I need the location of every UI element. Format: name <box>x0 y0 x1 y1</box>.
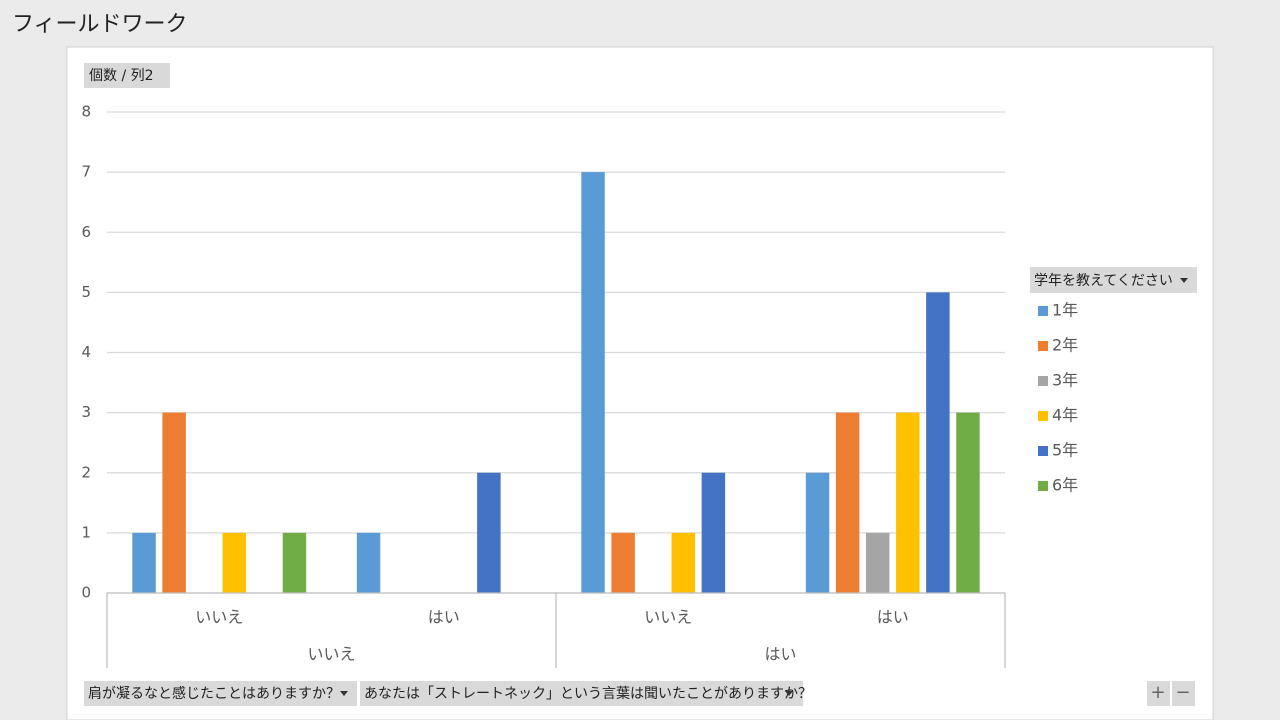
bar <box>926 292 950 593</box>
collapse-button[interactable] <box>1172 681 1195 706</box>
legend-label: 6年 <box>1052 476 1078 495</box>
dropdown-arrow <box>785 691 793 696</box>
value-field-label: 個数 / 列2 <box>89 68 154 84</box>
x-tick-label: はい <box>877 608 909 627</box>
legend-label: 3年 <box>1052 371 1078 390</box>
bar <box>671 532 696 593</box>
bar <box>222 532 247 593</box>
expand-label: + <box>1150 682 1165 703</box>
bar <box>477 472 501 593</box>
y-tick-label: 2 <box>81 463 91 481</box>
x-tick-label: はい <box>428 608 460 627</box>
outer-category-label: はい <box>764 645 796 664</box>
legend-label: 5年 <box>1052 441 1078 460</box>
legend-swatch <box>1038 411 1048 421</box>
value-field-button[interactable] <box>84 63 170 88</box>
legend-label: 1年 <box>1052 301 1078 320</box>
chart-panel <box>66 46 1214 720</box>
bar <box>356 532 381 593</box>
y-tick-label: 1 <box>81 523 91 541</box>
bar <box>865 532 890 593</box>
legend-swatch <box>1038 376 1048 386</box>
bar <box>162 412 186 593</box>
legend-label: 2年 <box>1052 336 1078 355</box>
x-tick-label: いいえ <box>195 608 243 627</box>
y-tick-label: 6 <box>81 223 91 241</box>
axis-field-label: 肩が凝るなと感じたことはありますか？ <box>88 685 340 702</box>
expand-button[interactable] <box>1147 681 1170 706</box>
y-tick-label: 7 <box>81 163 91 181</box>
page-title: フィールドワーク <box>12 12 188 37</box>
y-tick-label: 8 <box>81 103 91 121</box>
y-tick-label: 0 <box>81 584 91 602</box>
legend-swatch <box>1038 481 1048 491</box>
collapse-label: − <box>1175 682 1190 703</box>
bar <box>956 412 980 593</box>
bar <box>896 412 920 593</box>
bar <box>611 532 635 593</box>
y-tick-label: 3 <box>81 403 91 421</box>
bar <box>282 532 307 593</box>
legend-swatch <box>1038 306 1048 316</box>
axis-field-button[interactable] <box>84 681 357 706</box>
legend-swatch <box>1038 341 1048 351</box>
legend-label: 4年 <box>1052 406 1078 425</box>
outer-category-label: いいえ <box>307 645 355 664</box>
legend-field-label: 学年を教えてください <box>1034 273 1173 289</box>
bar <box>835 412 860 593</box>
y-tick-label: 5 <box>81 283 91 301</box>
dropdown-arrow <box>1180 278 1188 283</box>
legend-swatch <box>1038 446 1048 456</box>
axis-field-button[interactable] <box>360 681 803 706</box>
legend-field-button[interactable] <box>1030 267 1197 293</box>
x-tick-label: いいえ <box>644 608 692 627</box>
dropdown-arrow <box>340 691 348 696</box>
axis-field-label: あなたは「ストレートネック」という言葉は聞いたことがありますか？ <box>364 686 812 702</box>
bar <box>805 472 830 593</box>
bar <box>701 472 726 593</box>
y-tick-label: 4 <box>81 343 91 361</box>
bar <box>581 172 605 593</box>
bar <box>132 532 156 593</box>
